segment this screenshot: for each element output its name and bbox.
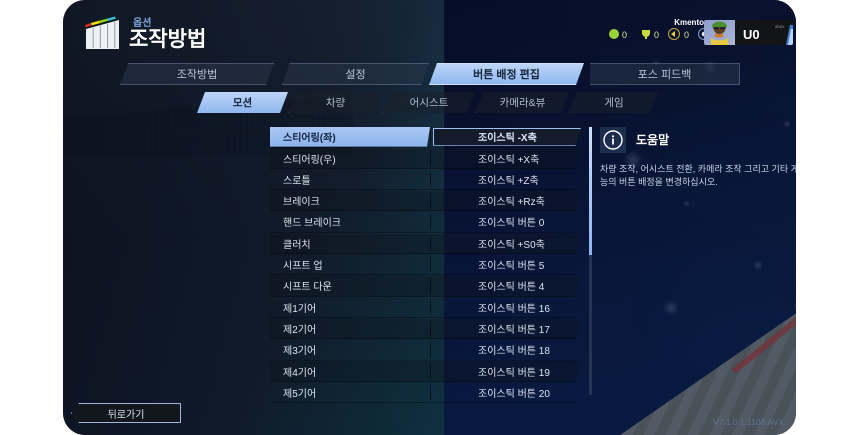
svg-text:0: 0 bbox=[654, 30, 659, 40]
svg-text:U0: U0 bbox=[743, 27, 760, 42]
svg-text:xbox: xbox bbox=[775, 24, 785, 29]
svg-text:0: 0 bbox=[684, 30, 689, 40]
svg-text:0: 0 bbox=[622, 30, 627, 40]
